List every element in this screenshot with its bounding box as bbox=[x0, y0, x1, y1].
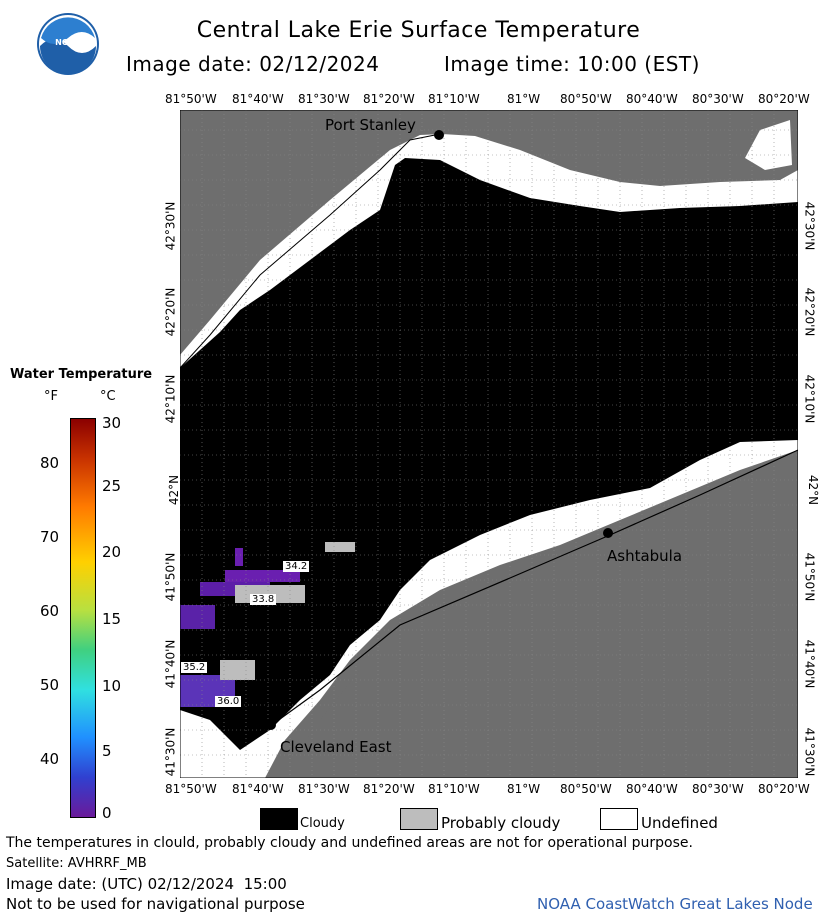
lat-tick-left: 42°20'N bbox=[163, 287, 178, 337]
colorbar-f-tick: 50 bbox=[40, 676, 60, 694]
lon-tick-bottom: 81°20'W bbox=[363, 782, 415, 796]
legend-undefined-swatch bbox=[600, 808, 638, 830]
colorbar-f-tick: 70 bbox=[40, 528, 60, 546]
lat-tick-right: 41°50'N bbox=[802, 552, 817, 602]
colorbar-c-tick: 30 bbox=[102, 414, 122, 432]
image-time: Image time: 10:00 (EST) bbox=[444, 52, 700, 76]
footer-utc-date: Image date: (UTC) 02/12/2024 15:00 bbox=[6, 875, 287, 893]
lon-tick-bottom: 81°50'W bbox=[165, 782, 217, 796]
lat-tick-right: 42°20'N bbox=[802, 287, 817, 337]
colorbar-c-tick: 5 bbox=[102, 742, 112, 760]
cleveland-east-marker bbox=[266, 720, 276, 730]
label-ashtabula: Ashtabula bbox=[607, 547, 683, 565]
lon-tick-bottom: 81°30'W bbox=[298, 782, 350, 796]
lat-tick-left: 42°10'N bbox=[163, 374, 178, 424]
legend-cloudy-swatch bbox=[260, 808, 298, 830]
lon-tick-top: 80°50'W bbox=[560, 92, 612, 106]
colorbar-c-tick: 20 bbox=[102, 543, 122, 561]
lat-tick-left: 41°30'N bbox=[163, 727, 178, 777]
lon-tick-top: 81°10'W bbox=[428, 92, 480, 106]
lon-tick-top: 81°50'W bbox=[165, 92, 217, 106]
lat-tick-left: 41°50'N bbox=[163, 552, 178, 602]
lon-tick-top: 80°40'W bbox=[626, 92, 678, 106]
lat-tick-left: 41°40'N bbox=[163, 639, 178, 689]
page-title: Central Lake Erie Surface Temperature bbox=[196, 18, 641, 43]
port-stanley-marker bbox=[434, 130, 444, 140]
image-date: Image date: 02/12/2024 bbox=[126, 52, 380, 76]
lon-tick-top: 81°40'W bbox=[232, 92, 284, 106]
temp-label: 36.0 bbox=[215, 696, 242, 707]
lon-tick-top: 81°W bbox=[507, 92, 541, 106]
colorbar-c-tick: 15 bbox=[102, 610, 122, 628]
temp-label: 35.2 bbox=[181, 662, 208, 673]
colorbar-unit-c: °C bbox=[100, 389, 116, 404]
label-port-stanley: Port Stanley bbox=[325, 116, 416, 134]
colorbar-f-tick: 60 bbox=[40, 602, 60, 620]
lon-tick-bottom: 81°W bbox=[507, 782, 541, 796]
footer-credit: NOAA CoastWatch Great Lakes Node bbox=[537, 895, 813, 913]
lat-tick-right: 42°N bbox=[806, 474, 821, 506]
footer-satellite: Satellite: AVHRRF_MB bbox=[6, 856, 147, 871]
temp-label: 33.8 bbox=[250, 594, 277, 605]
cloudy-area bbox=[180, 158, 798, 750]
lon-tick-bottom: 80°30'W bbox=[692, 782, 744, 796]
temp-label: 34.2 bbox=[283, 561, 310, 572]
svg-text:NOAA: NOAA bbox=[55, 38, 81, 47]
lat-tick-right: 41°40'N bbox=[802, 639, 817, 689]
legend-undefined-label: Undefined bbox=[641, 814, 718, 832]
graticule bbox=[180, 110, 798, 778]
lat-tick-right: 41°30'N bbox=[802, 727, 817, 777]
footer-nav: Not to be used for navigational purpose bbox=[6, 895, 305, 913]
colorbar-unit-f: °F bbox=[44, 389, 58, 404]
lon-tick-bottom: 80°50'W bbox=[560, 782, 612, 796]
ashtabula-marker bbox=[603, 528, 613, 538]
lat-tick-right: 42°10'N bbox=[802, 374, 817, 424]
colorbar bbox=[70, 418, 96, 818]
lon-tick-bottom: 80°20'W bbox=[758, 782, 810, 796]
footer-disclaimer: The temperatures in clould, probably clo… bbox=[6, 835, 693, 851]
legend-cloudy-label: Cloudy bbox=[300, 816, 345, 831]
legend-probably-cloudy-label: Probably cloudy bbox=[441, 814, 561, 832]
map bbox=[180, 110, 798, 778]
colorbar-c-tick: 10 bbox=[102, 677, 122, 695]
lat-tick-left: 42°30'N bbox=[163, 201, 178, 251]
lat-tick-left: 42°N bbox=[167, 474, 182, 506]
lon-tick-top: 80°20'W bbox=[758, 92, 810, 106]
lat-tick-right: 42°30'N bbox=[802, 201, 817, 251]
colorbar-c-tick: 25 bbox=[102, 477, 122, 495]
lon-tick-bottom: 80°40'W bbox=[626, 782, 678, 796]
colorbar-c-tick: 0 bbox=[102, 804, 112, 822]
colorbar-f-tick: 80 bbox=[40, 454, 60, 472]
lon-tick-top: 81°30'W bbox=[298, 92, 350, 106]
lon-tick-top: 81°20'W bbox=[363, 92, 415, 106]
label-cleveland-east: Cleveland East bbox=[280, 738, 392, 756]
legend-probably-cloudy-swatch bbox=[400, 808, 438, 830]
lon-tick-bottom: 81°40'W bbox=[232, 782, 284, 796]
colorbar-f-tick: 40 bbox=[40, 750, 60, 768]
lon-tick-bottom: 81°10'W bbox=[428, 782, 480, 796]
lon-tick-top: 80°30'W bbox=[692, 92, 744, 106]
colorbar-title: Water Temperature bbox=[10, 367, 153, 382]
noaa-logo: NOAA bbox=[37, 13, 99, 75]
